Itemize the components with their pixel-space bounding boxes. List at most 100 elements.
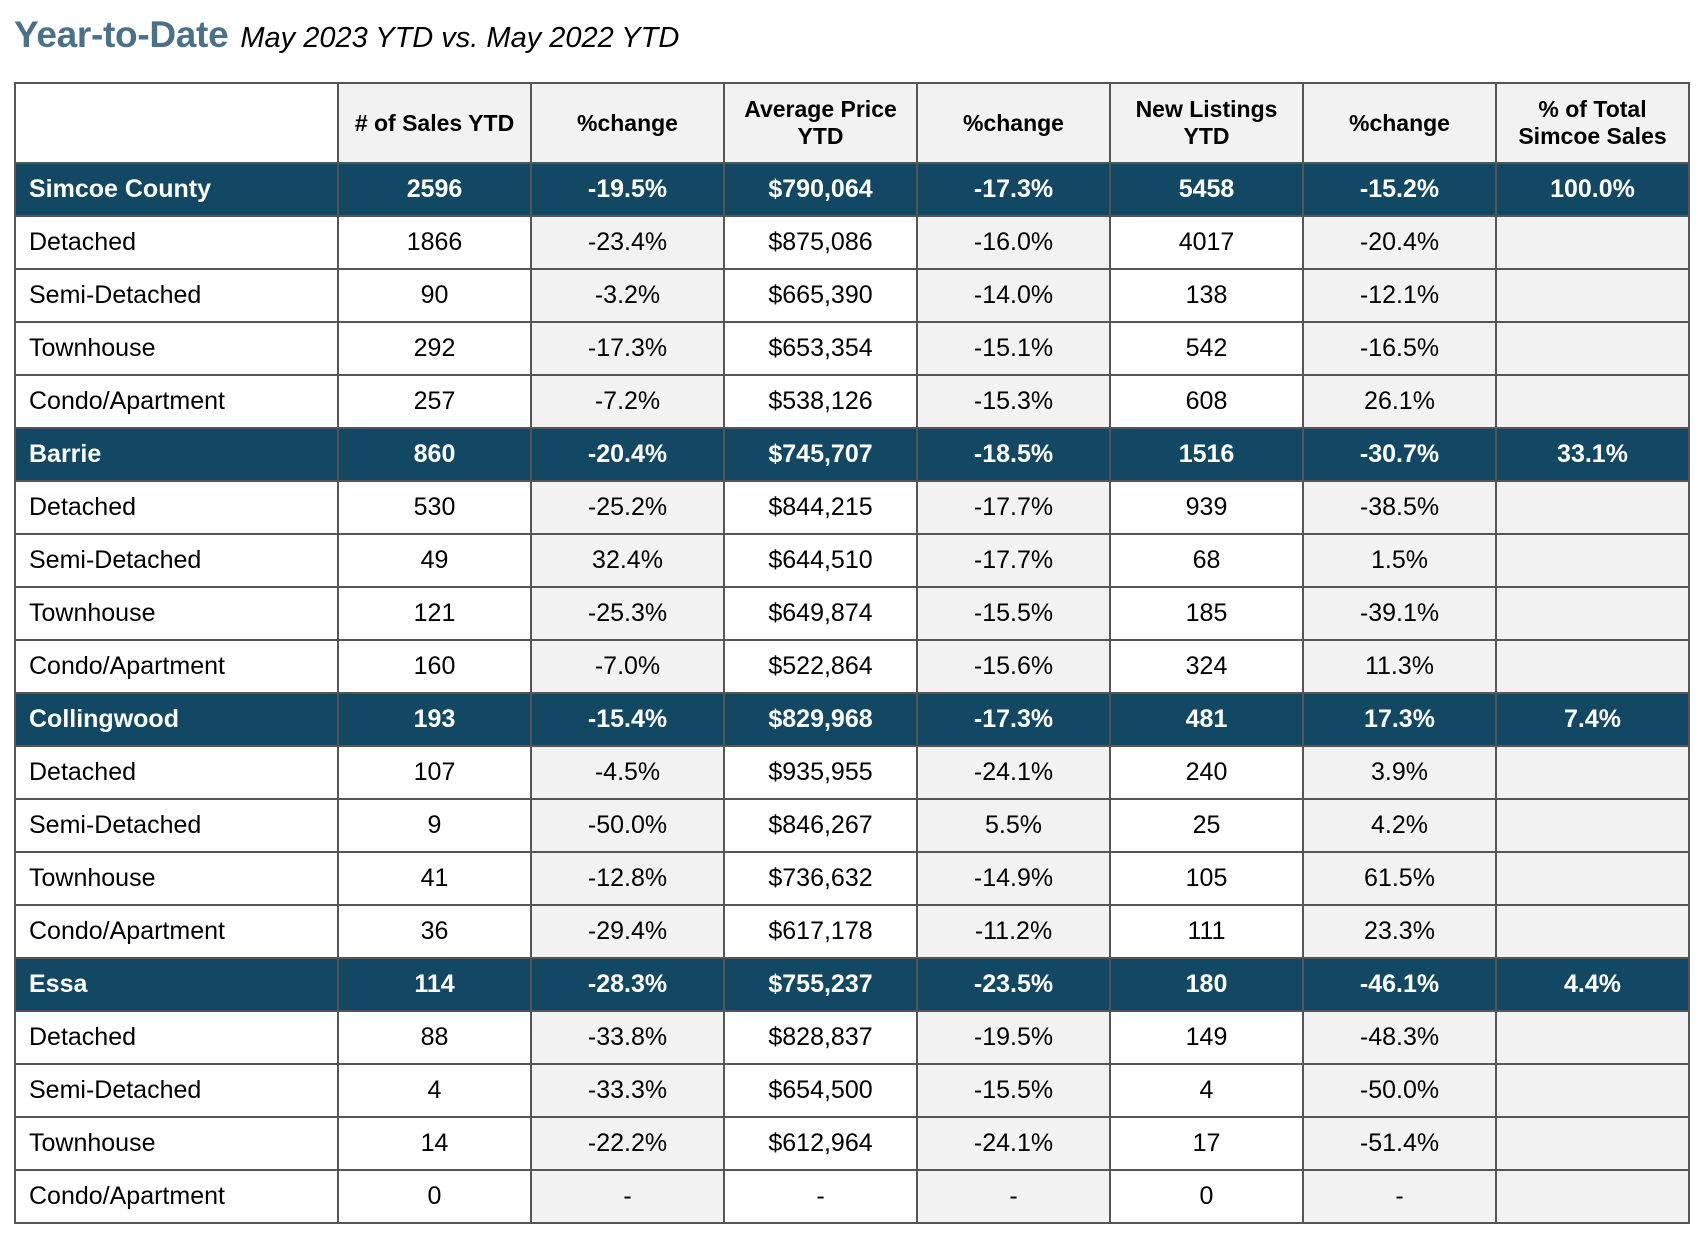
cell-new-listings: 0	[1109, 1169, 1304, 1224]
cell-price-change: -15.6%	[916, 639, 1111, 694]
region-cell-percent-of-total: 33.1%	[1495, 427, 1690, 482]
cell-average-price: $653,354	[723, 321, 918, 376]
cell-sales-change: -23.4%	[530, 215, 725, 270]
cell-average-price: $665,390	[723, 268, 918, 323]
cell-listings-change: -51.4%	[1302, 1116, 1497, 1171]
cell-listings-change: -12.1%	[1302, 268, 1497, 323]
cell-new-listings: 105	[1109, 851, 1304, 906]
cell-sales-change: -7.0%	[530, 639, 725, 694]
cell-price-change: 5.5%	[916, 798, 1111, 853]
cell-new-listings: 149	[1109, 1010, 1304, 1065]
ytd-sales-table: # of Sales YTD %change Average Price YTD…	[14, 82, 1690, 1224]
cell-sales-change: -7.2%	[530, 374, 725, 429]
cell-sales-change: -22.2%	[530, 1116, 725, 1171]
cell-percent-of-total	[1495, 904, 1690, 959]
cell-percent-of-total	[1495, 215, 1690, 270]
cell-listings-change: 3.9%	[1302, 745, 1497, 800]
region-cell-name: Collingwood	[14, 692, 339, 747]
cell-new-listings: 608	[1109, 374, 1304, 429]
region-cell-name: Simcoe County	[14, 162, 339, 217]
cell-price-change: -15.5%	[916, 1063, 1111, 1118]
cell-sales-change: -17.3%	[530, 321, 725, 376]
cell-percent-of-total	[1495, 745, 1690, 800]
table-row: Condo/Apartment 257 -7.2% $538,126 -15.3% 608…	[14, 374, 1690, 429]
cell-sales-ytd: 530	[337, 480, 532, 535]
cell-sales-change: -29.4%	[530, 904, 725, 959]
table-row: Condo/Apartment 36 -29.4% $617,178 -11.2% 111…	[14, 904, 1690, 959]
table-body: Simcoe County 2596 -19.5% $790,064 -17.3% 545…	[14, 162, 1690, 1224]
header-cell-new-listings-ytd: New Listings YTD	[1109, 82, 1304, 164]
cell-average-price: $828,837	[723, 1010, 918, 1065]
header-cell-listings-change: %change	[1302, 82, 1497, 164]
region-cell-price-change: -23.5%	[916, 957, 1111, 1012]
region-row: Barrie 860 -20.4% $745,707 -18.5% 1516 -30.7% 3…	[14, 427, 1690, 482]
cell-new-listings: 185	[1109, 586, 1304, 641]
page-heading: Year-to-Date May 2023 YTD vs. May 2022 Y…	[14, 14, 679, 64]
region-cell-new-listings: 180	[1109, 957, 1304, 1012]
cell-average-price: $644,510	[723, 533, 918, 588]
region-cell-average-price: $790,064	[723, 162, 918, 217]
region-cell-sales-change: -20.4%	[530, 427, 725, 482]
cell-percent-of-total	[1495, 533, 1690, 588]
cell-price-change: -15.3%	[916, 374, 1111, 429]
region-cell-sales-ytd: 193	[337, 692, 532, 747]
cell-average-price: $875,086	[723, 215, 918, 270]
table-row: Semi-Detached 4 -33.3% $654,500 -15.5% 4 -50.0…	[14, 1063, 1690, 1118]
cell-average-price: $844,215	[723, 480, 918, 535]
cell-price-change: -11.2%	[916, 904, 1111, 959]
cell-sales-ytd: 292	[337, 321, 532, 376]
table-row: Townhouse 292 -17.3% $653,354 -15.1% 542 -16.5…	[14, 321, 1690, 376]
cell-price-change: -24.1%	[916, 745, 1111, 800]
cell-name: Condo/Apartment	[14, 374, 339, 429]
cell-price-change: -	[916, 1169, 1111, 1224]
region-row: Simcoe County 2596 -19.5% $790,064 -17.3% 545…	[14, 162, 1690, 217]
cell-percent-of-total	[1495, 851, 1690, 906]
table-row: Semi-Detached 90 -3.2% $665,390 -14.0% 138 -12…	[14, 268, 1690, 323]
header-cell-sales-change: %change	[530, 82, 725, 164]
cell-new-listings: 17	[1109, 1116, 1304, 1171]
region-row: Collingwood 193 -15.4% $829,968 -17.3% 481 17.…	[14, 692, 1690, 747]
cell-new-listings: 240	[1109, 745, 1304, 800]
cell-sales-ytd: 41	[337, 851, 532, 906]
cell-new-listings: 25	[1109, 798, 1304, 853]
cell-name: Detached	[14, 1010, 339, 1065]
cell-percent-of-total	[1495, 1063, 1690, 1118]
cell-average-price: $612,964	[723, 1116, 918, 1171]
cell-name: Semi-Detached	[14, 1063, 339, 1118]
header-cell-percent-of-total: % of Total Simcoe Sales	[1495, 82, 1690, 164]
region-cell-average-price: $755,237	[723, 957, 918, 1012]
cell-price-change: -19.5%	[916, 1010, 1111, 1065]
table-row: Semi-Detached 49 32.4% $644,510 -17.7% 68 1.5%	[14, 533, 1690, 588]
cell-listings-change: -38.5%	[1302, 480, 1497, 535]
cell-sales-ytd: 257	[337, 374, 532, 429]
region-cell-listings-change: -30.7%	[1302, 427, 1497, 482]
cell-listings-change: 4.2%	[1302, 798, 1497, 853]
cell-sales-change: -25.3%	[530, 586, 725, 641]
cell-sales-change: -12.8%	[530, 851, 725, 906]
cell-percent-of-total	[1495, 268, 1690, 323]
cell-new-listings: 4017	[1109, 215, 1304, 270]
cell-name: Townhouse	[14, 851, 339, 906]
cell-price-change: -14.0%	[916, 268, 1111, 323]
region-cell-new-listings: 481	[1109, 692, 1304, 747]
cell-name: Detached	[14, 745, 339, 800]
cell-average-price: $617,178	[723, 904, 918, 959]
cell-listings-change: -16.5%	[1302, 321, 1497, 376]
region-cell-listings-change: -46.1%	[1302, 957, 1497, 1012]
region-cell-percent-of-total: 7.4%	[1495, 692, 1690, 747]
cell-sales-ytd: 88	[337, 1010, 532, 1065]
cell-percent-of-total	[1495, 1169, 1690, 1224]
region-cell-price-change: -17.3%	[916, 162, 1111, 217]
region-cell-sales-ytd: 2596	[337, 162, 532, 217]
cell-name: Townhouse	[14, 586, 339, 641]
cell-average-price: $736,632	[723, 851, 918, 906]
header-cell-corner	[14, 82, 339, 164]
region-cell-listings-change: 17.3%	[1302, 692, 1497, 747]
header-cell-price-change: %change	[916, 82, 1111, 164]
cell-price-change: -17.7%	[916, 480, 1111, 535]
cell-sales-ytd: 49	[337, 533, 532, 588]
header-cell-sales-ytd: # of Sales YTD	[337, 82, 532, 164]
cell-sales-ytd: 160	[337, 639, 532, 694]
region-cell-percent-of-total: 4.4%	[1495, 957, 1690, 1012]
table-row: Detached 1866 -23.4% $875,086 -16.0% 4017 -20.…	[14, 215, 1690, 270]
